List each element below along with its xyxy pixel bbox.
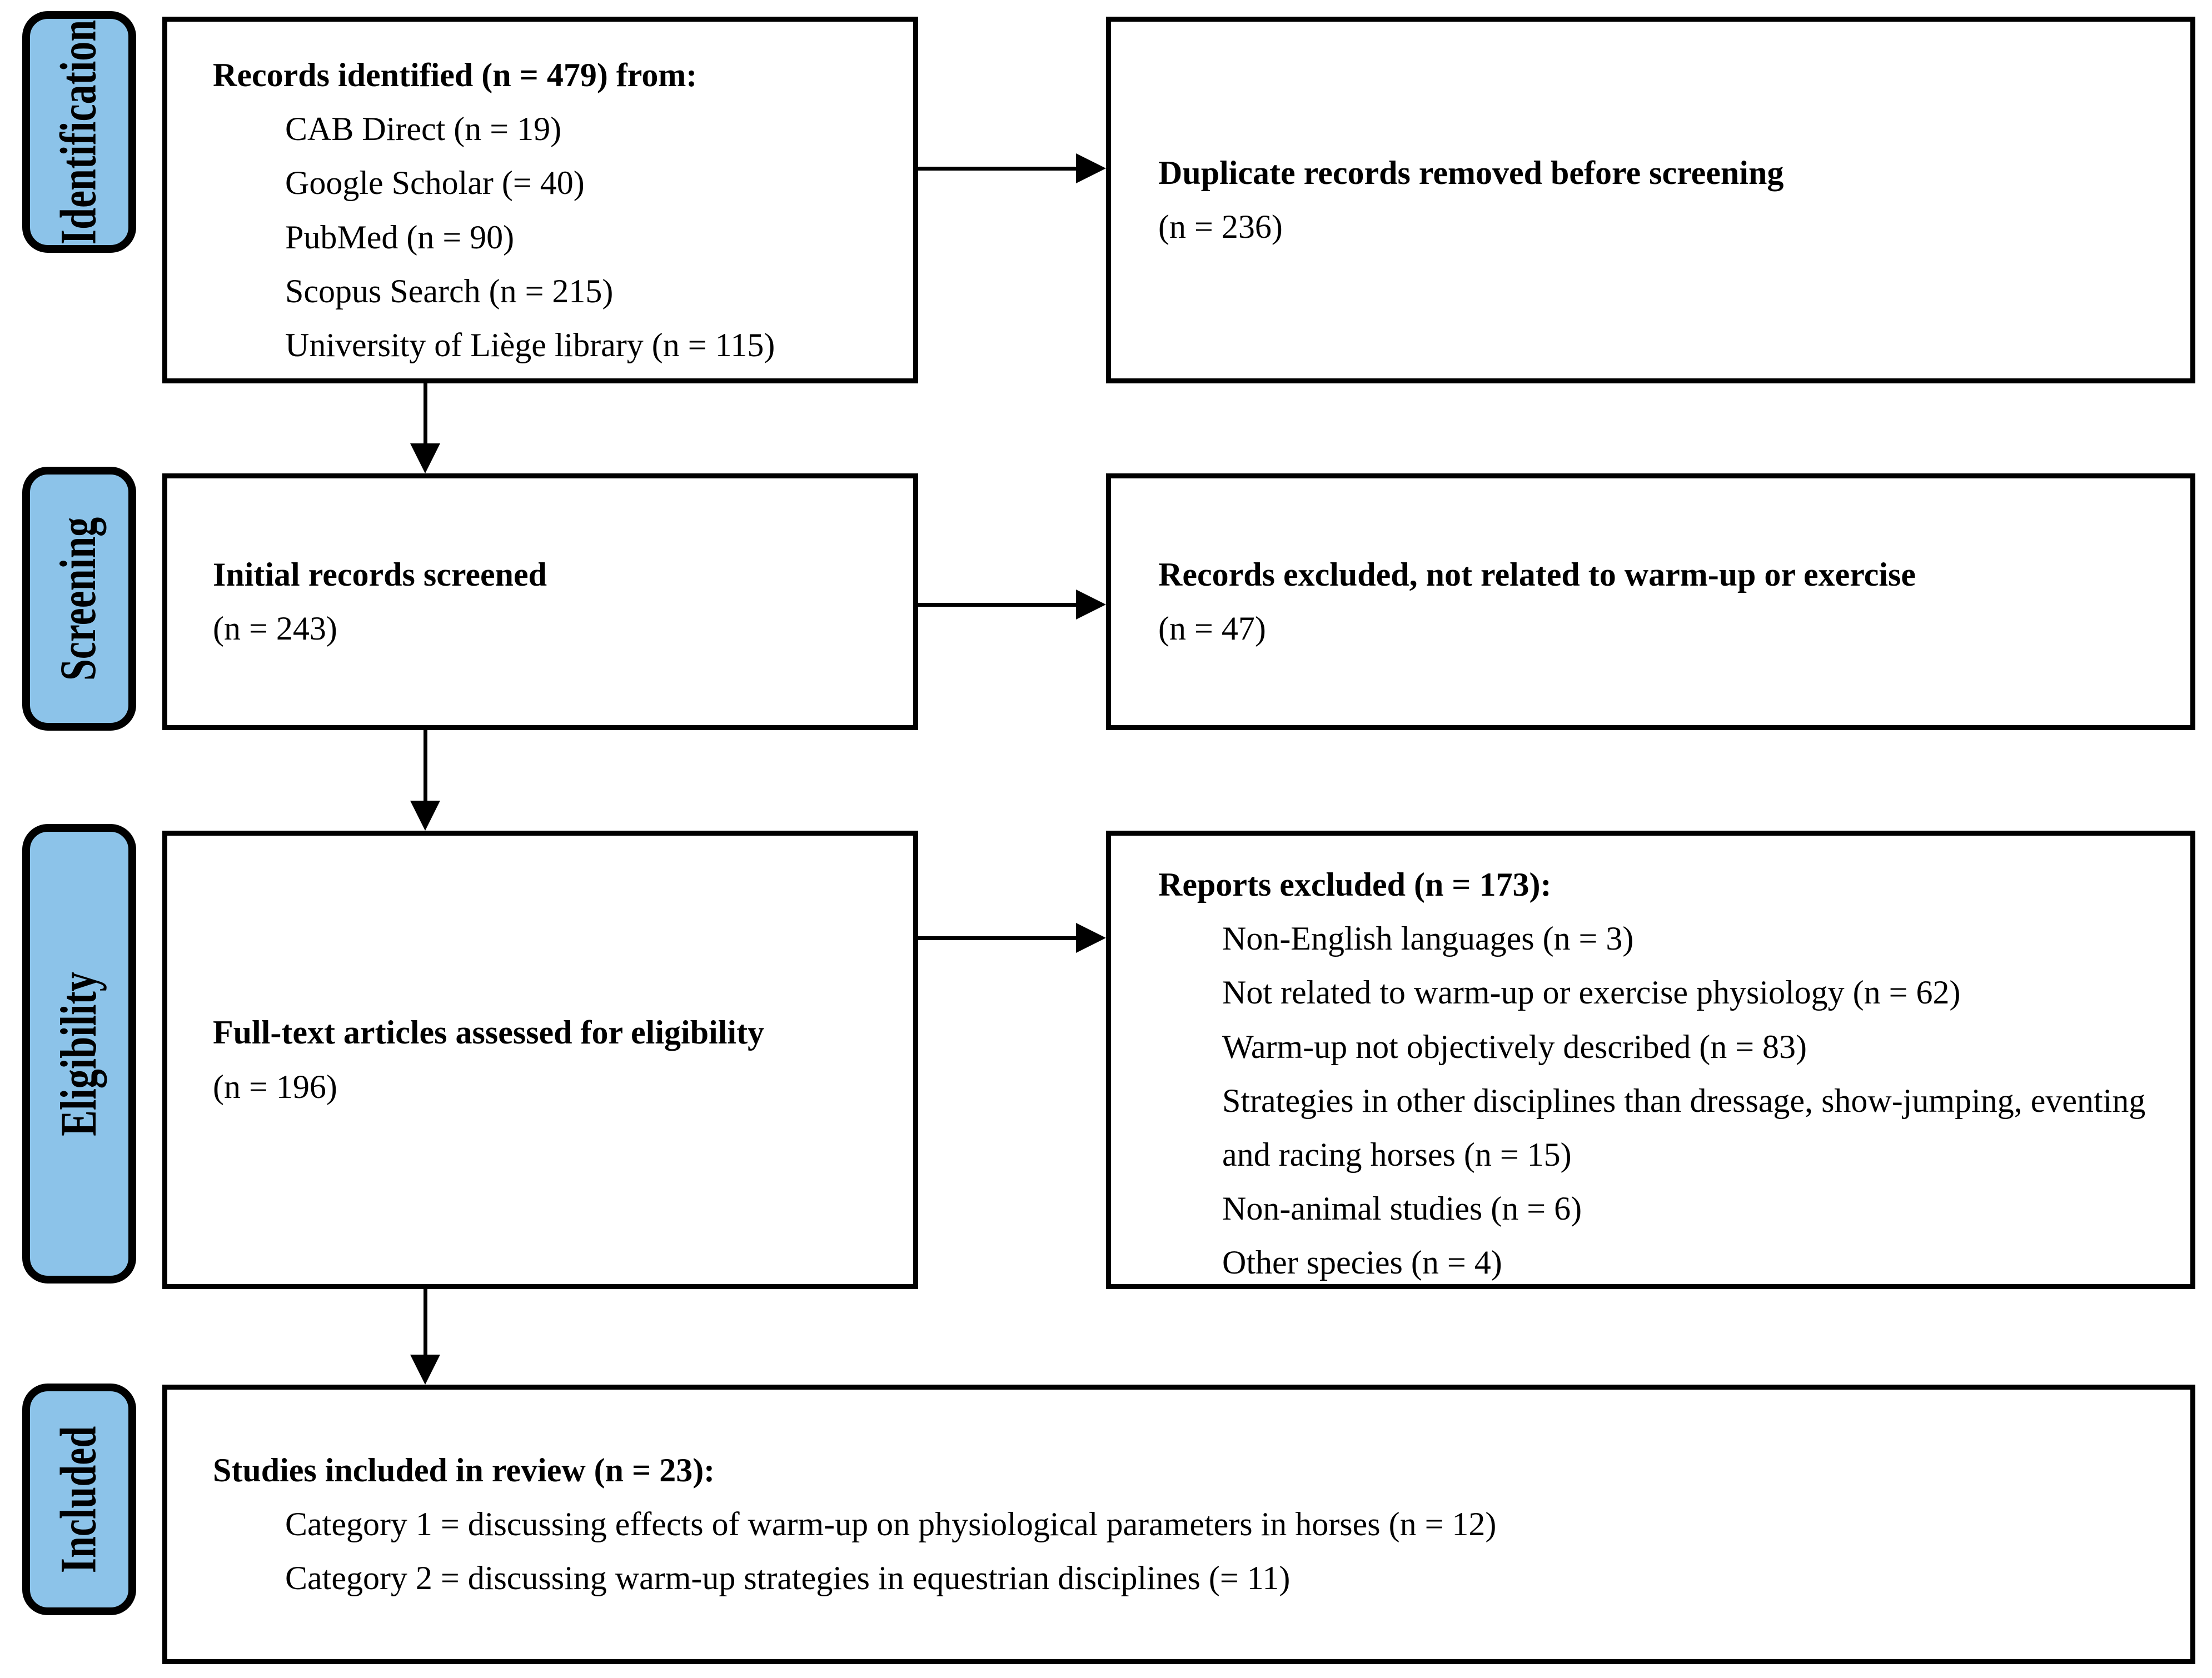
exclusion-item: Strategies in other disciplines than dre… [1222,1082,2146,1173]
stage-label-eligibility: Eligibility [22,824,136,1284]
arrow-down-icon [410,801,440,831]
stage-label-screening: Screening [22,467,136,731]
arrow-fulltext-to-reports-excluded [918,936,1077,940]
stage-label-text: Eligibility [51,971,107,1136]
category-item: Category 2 = discussing warm-up strategi… [285,1560,1291,1597]
box-title: Duplicate records removed before screeni… [1158,154,1784,191]
box-title: Full-text articles assessed for eligibil… [213,1014,765,1051]
box-reports-excluded: Reports excluded (n = 173): Non-English … [1106,831,2195,1289]
arrow-identified-to-duplicates [918,167,1077,171]
arrow-right-icon [1076,153,1106,183]
arrow-screened-to-excluded [918,603,1077,607]
exclusion-item: Not related to warm-up or exercise physi… [1222,974,1961,1011]
source-item: Google Scholar (= 40) [285,164,585,202]
box-count: (n = 236) [1158,208,1283,245]
arrow-fulltext-to-included [424,1289,427,1357]
box-title: Initial records screened [213,556,547,593]
source-item: University of Liège library (n = 115) [285,326,775,363]
box-count: (n = 243) [213,610,337,647]
box-fulltext-assessed: Full-text articles assessed for eligibil… [162,831,918,1289]
box-records-excluded: Records excluded, not related to warm-up… [1106,473,2195,730]
category-item: Category 1 = discussing effects of warm-… [285,1505,1497,1542]
box-records-identified: Records identified (n = 479) from: CAB D… [162,17,918,383]
arrow-down-icon [410,1355,440,1385]
stage-label-text: Identification [51,19,107,244]
box-duplicates-removed: Duplicate records removed before screeni… [1106,17,2195,383]
source-item: PubMed (n = 90) [285,218,515,256]
box-records-screened: Initial records screened (n = 243) [162,473,918,730]
source-item: Scopus Search (n = 215) [285,272,614,309]
arrow-identified-to-screened [424,383,427,446]
box-studies-included: Studies included in review (n = 23): Cat… [162,1385,2195,1664]
exclusion-item: Non-English languages (n = 3) [1222,920,1634,957]
arrow-right-icon [1076,923,1106,953]
source-item: CAB Direct (n = 19) [285,111,562,148]
exclusion-item: Warm-up not objectively described (n = 8… [1222,1028,1807,1065]
arrow-down-icon [410,443,440,473]
stage-label-included: Included [22,1384,136,1615]
exclusion-item: Other species (n = 4) [1222,1244,1502,1281]
stage-label-text: Included [51,1426,107,1573]
box-title: Records identified (n = 479) from: [213,57,698,93]
box-count: (n = 47) [1158,610,1266,647]
box-count: (n = 196) [213,1068,337,1105]
stage-label-text: Screening [51,517,107,681]
arrow-screened-to-fulltext [424,730,427,803]
exclusion-item: Non-animal studies (n = 6) [1222,1190,1582,1227]
stage-label-identification: Identification [22,11,136,253]
box-title: Records excluded, not related to warm-up… [1158,556,1916,593]
box-title: Studies included in review (n = 23): [213,1451,715,1489]
arrow-right-icon [1076,590,1106,620]
box-title: Reports excluded (n = 173): [1158,866,1552,903]
